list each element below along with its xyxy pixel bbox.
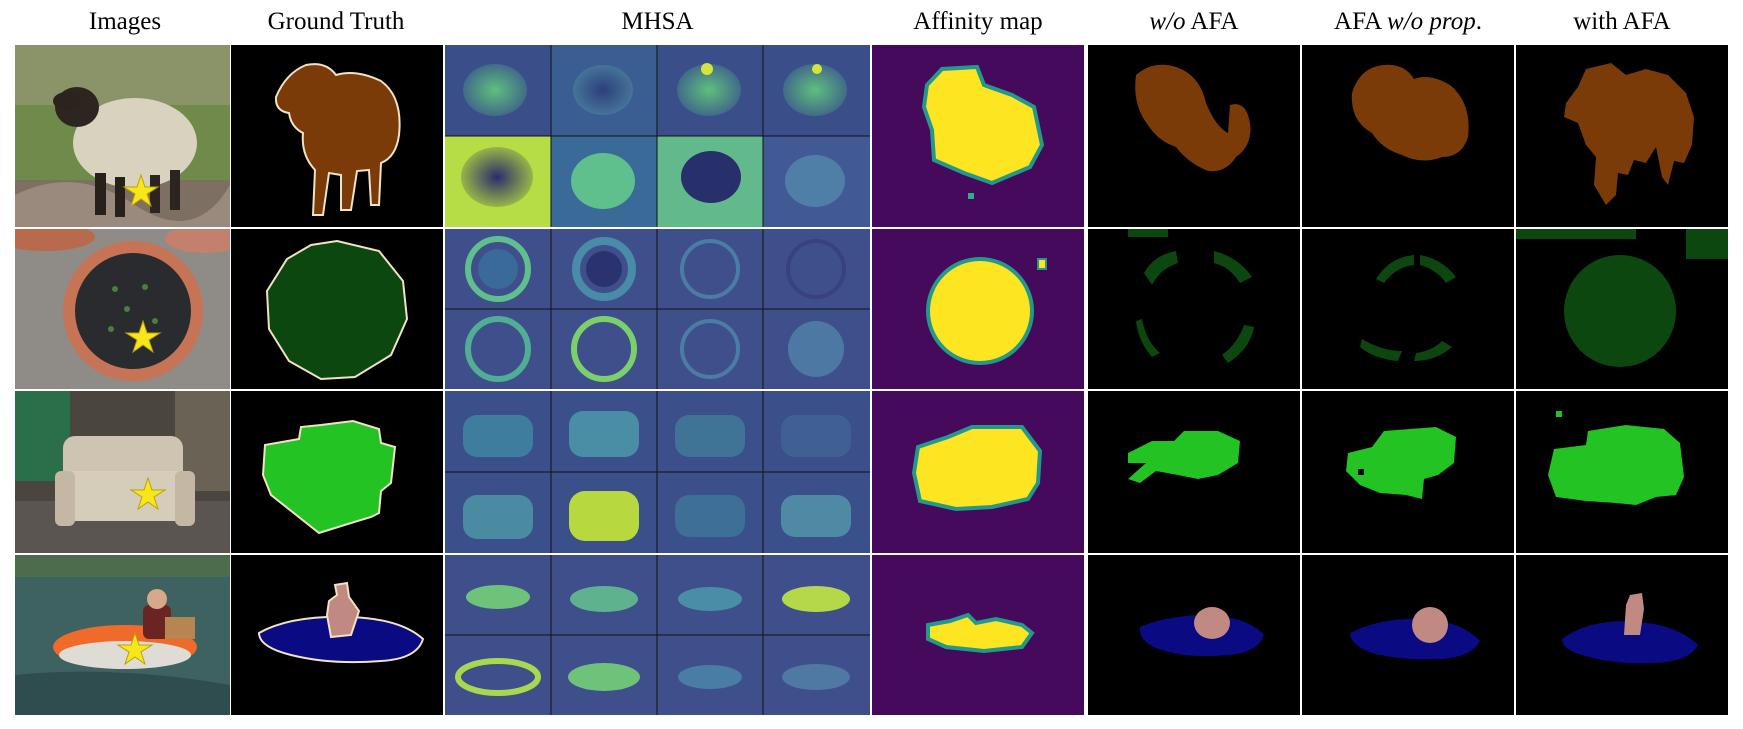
header-mhsa: MHSA (445, 4, 870, 40)
header-images: Images (20, 4, 230, 40)
row-sheep-with-afa (1516, 45, 1728, 227)
row-potted-plant-image (15, 229, 230, 389)
row-potted-plant-afa-wo-prop (1302, 229, 1514, 389)
row-sofa-wo-afa (1088, 391, 1300, 553)
row-boat-wo-afa (1088, 555, 1300, 715)
row-boat-afa-wo-prop (1302, 555, 1514, 715)
row-sheep-image (15, 45, 230, 227)
row-boat-with-afa (1516, 555, 1728, 715)
header-affinity-map: Affinity map (872, 4, 1084, 40)
row-sheep-affinity (872, 45, 1084, 227)
row-boat-affinity (872, 555, 1084, 715)
row-potted-plant-ground-truth (231, 229, 443, 389)
row-boat-image (15, 555, 230, 715)
header-ground-truth: Ground Truth (230, 4, 442, 40)
row-potted-plant-mhsa (445, 229, 870, 389)
row-sheep-ground-truth (231, 45, 443, 227)
header-afa-wo-prop: AFA w/o prop. (1302, 4, 1514, 40)
row-sofa-ground-truth (231, 391, 443, 553)
row-sofa-afa-wo-prop (1302, 391, 1514, 553)
row-sheep-wo-afa (1088, 45, 1300, 227)
row-sofa-image (15, 391, 230, 553)
row-sheep-mhsa (445, 45, 870, 227)
row-potted-plant-affinity (872, 229, 1084, 389)
row-sofa-mhsa (445, 391, 870, 553)
row-boat-ground-truth (231, 555, 443, 715)
row-potted-plant-wo-afa (1088, 229, 1300, 389)
row-boat-mhsa (445, 555, 870, 715)
row-sofa-affinity (872, 391, 1084, 553)
header-wo-afa: w/o AFA (1088, 4, 1300, 40)
row-sofa-with-afa (1516, 391, 1728, 553)
row-sheep-afa-wo-prop (1302, 45, 1514, 227)
header-with-afa: with AFA (1516, 4, 1728, 40)
row-potted-plant-with-afa (1516, 229, 1728, 389)
